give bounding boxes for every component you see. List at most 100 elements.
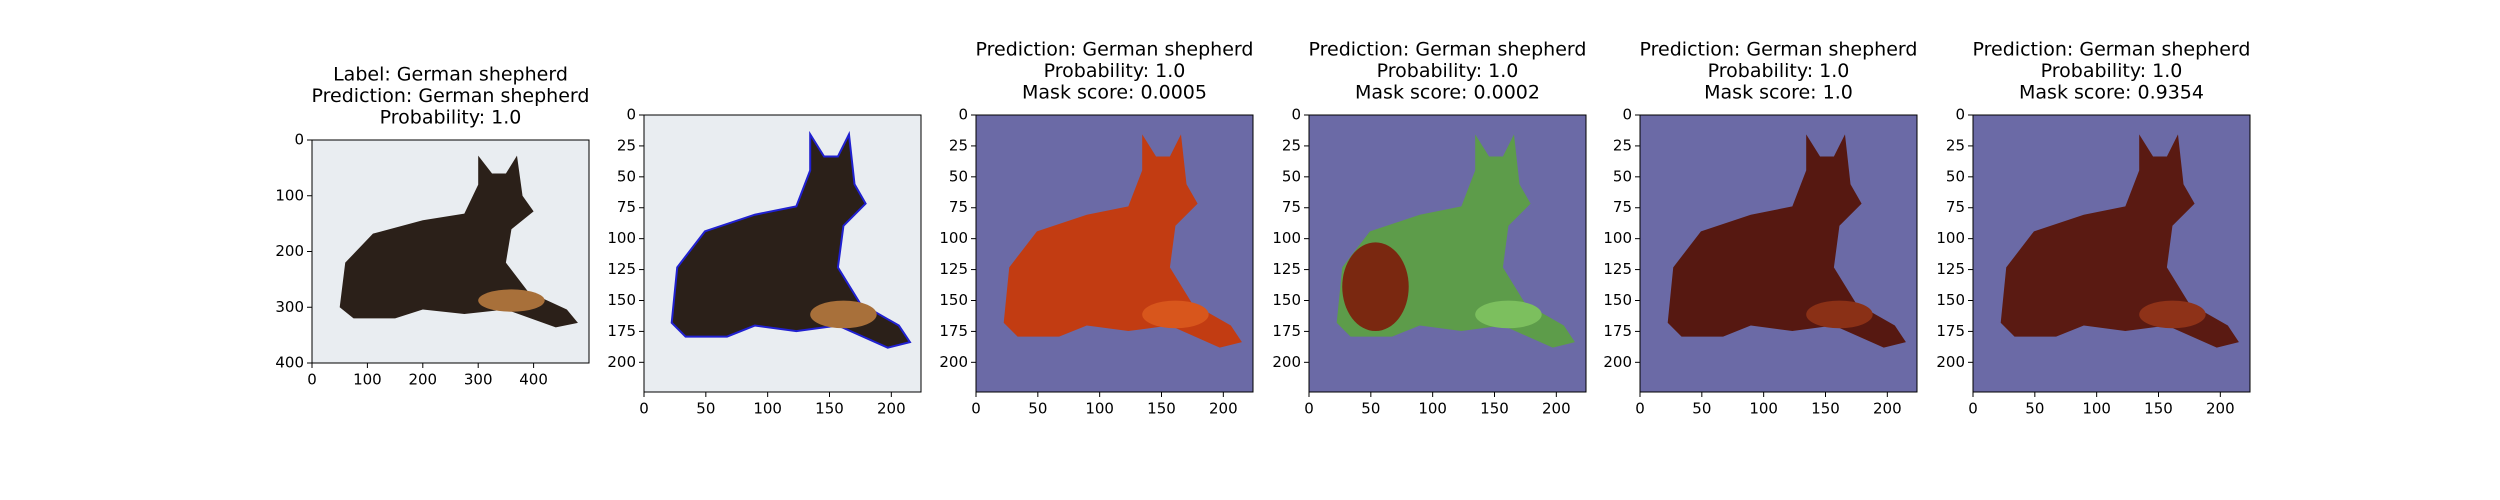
panel-title: Prediction: German shepherd <box>1973 39 2251 61</box>
panel-title: Prediction: German shepherd <box>1309 39 1587 61</box>
panel-title: Prediction: German shepherd <box>312 85 590 107</box>
x-tick-label: 0 <box>307 371 317 389</box>
y-tick-label: 150 <box>939 291 968 309</box>
x-tick-label: 0 <box>971 400 981 418</box>
dog <box>1003 134 1242 348</box>
dog-legs <box>478 289 545 312</box>
y-tick-label: 100 <box>1936 229 1965 247</box>
dog-legs <box>810 300 877 329</box>
y-tick-label: 50 <box>1282 167 1301 185</box>
x-tick-label: 150 <box>2144 400 2173 418</box>
y-tick-label: 25 <box>1613 136 1632 154</box>
x-tick-label: 200 <box>1209 400 1238 418</box>
x-tick-label: 400 <box>519 371 548 389</box>
y-tick-label: 100 <box>607 229 636 247</box>
y-tick-label: 200 <box>1936 353 1965 371</box>
y-tick-label: 175 <box>607 322 636 340</box>
y-tick-label: 125 <box>1936 260 1965 278</box>
axes-frame <box>1308 114 1587 393</box>
y-tick-label: 200 <box>1272 353 1301 371</box>
axes-frame <box>1972 114 2251 393</box>
y-tick-label: 25 <box>949 136 968 154</box>
x-tick-label: 100 <box>1418 400 1447 418</box>
y-tick-label: 0 <box>1955 106 1965 124</box>
y-tick-label: 100 <box>1603 229 1632 247</box>
dog <box>1667 134 1906 348</box>
panel-title: Probability: 1.0 <box>2041 60 2183 82</box>
dog <box>2000 134 2239 348</box>
y-tick-label: 300 <box>275 298 304 316</box>
panel-title: Mask score: 1.0 <box>1704 82 1853 104</box>
axes-frame <box>1639 114 1918 393</box>
y-tick-label: 175 <box>1603 322 1632 340</box>
panel: 0 50 100 150 200 0 25 50 75 100 125 150 175 200 <box>607 106 922 418</box>
y-tick-label: 150 <box>1603 291 1632 309</box>
x-tick-label: 150 <box>1811 400 1840 418</box>
y-tick-label: 200 <box>607 353 636 371</box>
y-tick-label: 125 <box>939 260 968 278</box>
panel-title: Probability: 1.0 <box>380 107 522 129</box>
panel: 0 50 100 150 200 0 25 50 75 100 125 150 175 200 Predic… <box>939 39 1254 418</box>
panel-title: Mask score: 0.0005 <box>1022 82 1207 104</box>
y-tick-label: 50 <box>1946 167 1965 185</box>
y-tick-label: 50 <box>949 167 968 185</box>
x-tick-label: 100 <box>2082 400 2111 418</box>
panel: 0 50 100 150 200 0 25 50 75 100 125 150 175 200 Predic… <box>1936 39 2251 418</box>
x-tick-label: 0 <box>1635 400 1645 418</box>
y-tick-label: 175 <box>939 322 968 340</box>
dog <box>339 155 578 328</box>
y-tick-label: 200 <box>939 353 968 371</box>
x-tick-label: 150 <box>815 400 844 418</box>
panel-title: Probability: 1.0 <box>1377 60 1519 82</box>
y-tick-label: 125 <box>1603 260 1632 278</box>
y-tick-label: 75 <box>617 198 636 216</box>
panel-title: Probability: 1.0 <box>1708 60 1850 82</box>
x-tick-label: 200 <box>1873 400 1902 418</box>
dog <box>670 130 912 349</box>
dog-legs <box>1806 300 1873 329</box>
x-tick-label: 50 <box>1692 400 1711 418</box>
y-tick-label: 50 <box>1613 167 1632 185</box>
x-tick-label: 100 <box>1085 400 1114 418</box>
y-tick-label: 0 <box>294 131 304 149</box>
x-tick-label: 0 <box>1304 400 1314 418</box>
y-tick-label: 100 <box>939 229 968 247</box>
y-tick-label: 0 <box>958 106 968 124</box>
y-tick-label: 0 <box>626 106 636 124</box>
x-tick-label: 200 <box>2206 400 2235 418</box>
y-tick-label: 25 <box>1946 136 1965 154</box>
y-tick-label: 200 <box>275 242 304 260</box>
y-tick-label: 50 <box>617 167 636 185</box>
panel-title: Prediction: German shepherd <box>976 39 1254 61</box>
x-tick-label: 200 <box>1542 400 1571 418</box>
y-tick-label: 200 <box>1603 353 1632 371</box>
x-tick-label: 50 <box>1361 400 1380 418</box>
y-tick-label: 75 <box>949 198 968 216</box>
y-tick-label: 75 <box>1613 198 1632 216</box>
y-tick-label: 150 <box>1936 291 1965 309</box>
x-tick-label: 200 <box>408 371 437 389</box>
dog-legs <box>2139 300 2206 329</box>
x-tick-label: 50 <box>2025 400 2044 418</box>
dog-legs <box>1142 300 1209 329</box>
x-tick-label: 50 <box>696 400 715 418</box>
x-tick-label: 150 <box>1480 400 1509 418</box>
x-tick-label: 200 <box>877 400 906 418</box>
y-tick-label: 75 <box>1946 198 1965 216</box>
panel: 0 50 100 150 200 0 25 50 75 100 125 150 175 200 Predic… <box>1603 39 1918 418</box>
panel-title: Probability: 1.0 <box>1044 60 1186 82</box>
x-tick-label: 100 <box>1749 400 1778 418</box>
y-tick-label: 0 <box>1291 106 1301 124</box>
panel: 0 50 100 150 200 0 25 50 75 100 125 150 175 200 Predic… <box>1272 39 1587 418</box>
x-tick-label: 150 <box>1147 400 1176 418</box>
y-tick-label: 0 <box>1622 106 1632 124</box>
y-tick-label: 175 <box>1936 322 1965 340</box>
y-tick-label: 25 <box>617 136 636 154</box>
x-tick-label: 0 <box>1968 400 1978 418</box>
axes-frame <box>975 114 1254 393</box>
y-tick-label: 125 <box>1272 260 1301 278</box>
y-tick-label: 25 <box>1282 136 1301 154</box>
panel-title: Prediction: German shepherd <box>1640 39 1918 61</box>
dog-front <box>1342 242 1409 332</box>
